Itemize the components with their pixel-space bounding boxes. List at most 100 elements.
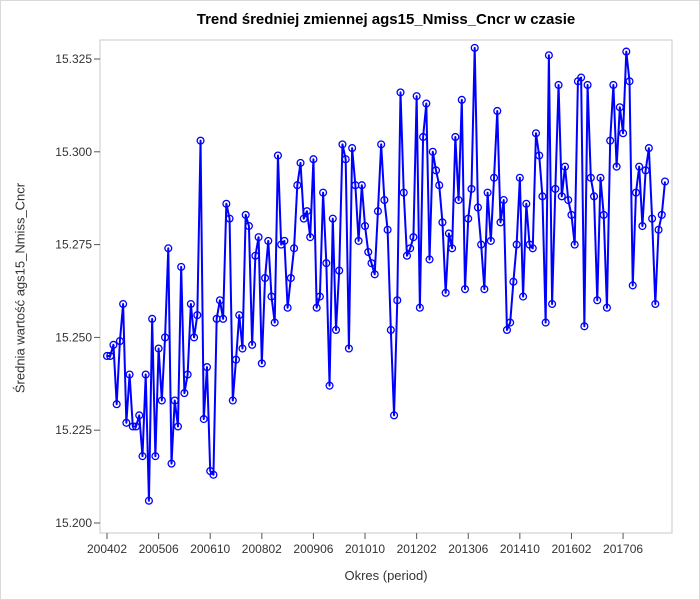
data-point bbox=[448, 244, 457, 253]
data-point bbox=[451, 132, 460, 142]
data-point bbox=[222, 199, 231, 208]
data-point bbox=[551, 184, 560, 193]
data-point bbox=[596, 173, 605, 182]
data-point bbox=[122, 418, 131, 427]
data-point bbox=[199, 415, 208, 424]
data-point bbox=[619, 129, 628, 138]
data-point bbox=[196, 136, 205, 145]
data-point bbox=[264, 236, 273, 245]
data-point bbox=[128, 422, 137, 431]
y-tick-label: 15.225 bbox=[55, 423, 92, 437]
data-point bbox=[567, 210, 576, 219]
data-point bbox=[577, 73, 586, 82]
data-point bbox=[241, 210, 250, 219]
data-point bbox=[386, 325, 395, 335]
data-point bbox=[612, 162, 621, 171]
data-point bbox=[322, 259, 331, 268]
data-point bbox=[335, 266, 344, 275]
data-point bbox=[648, 214, 657, 223]
data-point bbox=[209, 470, 218, 479]
data-point bbox=[360, 221, 370, 231]
data-point bbox=[173, 422, 183, 431]
data-point bbox=[193, 311, 202, 320]
data-point bbox=[609, 80, 618, 90]
data-point bbox=[260, 273, 270, 283]
data-point bbox=[283, 303, 292, 312]
data-point bbox=[354, 236, 363, 245]
data-point bbox=[422, 99, 431, 108]
x-tick-label: 200610 bbox=[190, 542, 230, 556]
data-point bbox=[106, 351, 115, 361]
data-point bbox=[202, 363, 212, 372]
data-point bbox=[593, 296, 602, 305]
data-point bbox=[509, 277, 518, 286]
data-point bbox=[309, 155, 318, 164]
data-point bbox=[251, 251, 260, 260]
data-point bbox=[412, 92, 421, 101]
data-point bbox=[390, 411, 399, 420]
x-axis: 200402 200506 200610 200802 200906 201010 2012… bbox=[87, 533, 643, 556]
data-point bbox=[515, 173, 524, 182]
x-tick-label: 200402 bbox=[87, 542, 127, 556]
data-point bbox=[651, 299, 660, 309]
data-point bbox=[541, 318, 550, 327]
data-point bbox=[460, 285, 470, 294]
data-point bbox=[438, 218, 447, 227]
data-point bbox=[409, 233, 418, 242]
data-point bbox=[431, 166, 441, 175]
data-point bbox=[415, 303, 424, 312]
data-point bbox=[112, 400, 121, 409]
data-point bbox=[357, 181, 366, 190]
data-point bbox=[235, 311, 244, 320]
data-point bbox=[444, 229, 453, 238]
data-point bbox=[248, 340, 257, 349]
data-point bbox=[331, 325, 341, 335]
data-point bbox=[367, 259, 376, 268]
data-point bbox=[606, 136, 615, 145]
data-point bbox=[167, 459, 176, 468]
data-point bbox=[641, 166, 650, 175]
data-point bbox=[180, 389, 189, 398]
data-point bbox=[306, 233, 315, 242]
data-point bbox=[473, 203, 482, 212]
data-point bbox=[341, 155, 350, 164]
data-point bbox=[270, 318, 279, 327]
data-point bbox=[586, 173, 595, 182]
data-point bbox=[477, 240, 486, 249]
data-point bbox=[177, 262, 186, 271]
data-point bbox=[396, 88, 405, 97]
data-point bbox=[383, 225, 392, 234]
data-point bbox=[441, 288, 450, 297]
data-point bbox=[338, 140, 347, 149]
data-point bbox=[115, 337, 124, 346]
data-point bbox=[570, 240, 579, 249]
data-point bbox=[151, 452, 160, 461]
data-point bbox=[244, 221, 253, 231]
data-point bbox=[302, 207, 312, 216]
data-point bbox=[131, 422, 141, 431]
chart-title: Trend średniej zmiennej ags15_Nmiss_Cncr… bbox=[196, 11, 576, 28]
y-axis: 15.200 15.225 15.250 15.275 15.300 15.325 bbox=[55, 52, 100, 530]
data-point bbox=[148, 314, 157, 323]
data-point bbox=[325, 381, 334, 390]
data-point bbox=[457, 95, 466, 104]
data-point bbox=[319, 188, 328, 197]
data-point bbox=[293, 181, 302, 190]
data-point bbox=[580, 322, 589, 331]
data-point bbox=[502, 325, 512, 335]
data-point bbox=[467, 184, 476, 193]
data-point bbox=[102, 351, 112, 361]
data-point bbox=[138, 452, 147, 461]
data-point bbox=[483, 188, 492, 197]
data-point bbox=[393, 296, 402, 305]
data-point bbox=[493, 106, 502, 116]
data-point bbox=[290, 244, 299, 253]
data-point bbox=[564, 196, 573, 205]
data-point bbox=[628, 281, 637, 290]
data-point bbox=[370, 270, 379, 279]
data-point bbox=[583, 80, 592, 90]
x-tick-label: 200506 bbox=[139, 542, 179, 556]
data-point bbox=[486, 236, 495, 245]
data-point bbox=[419, 132, 428, 142]
